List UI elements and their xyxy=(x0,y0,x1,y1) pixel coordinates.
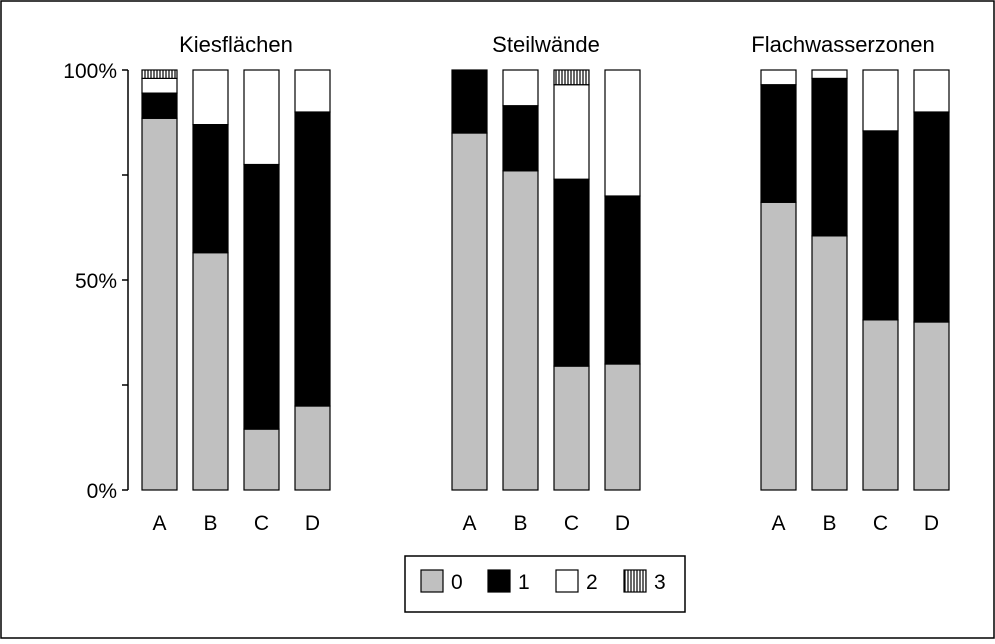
legend-swatch-0 xyxy=(420,569,444,593)
legend-label-0: 0 xyxy=(451,571,463,594)
bar-segment-g1-A-s1 xyxy=(451,69,488,134)
bar-segment-g2-D-s0 xyxy=(913,321,950,491)
bar-segment-g1-D-s0 xyxy=(604,363,641,491)
bar-segment-g0-C-s1 xyxy=(243,163,280,430)
bar-segment-g1-D-s1 xyxy=(604,195,641,365)
x-tick-label-g1-D: D xyxy=(615,512,630,535)
bar-segment-g2-A-s2 xyxy=(760,69,797,86)
bar-segment-g1-D-s2 xyxy=(604,69,641,197)
x-tick-label-g0-D: D xyxy=(305,512,320,535)
bar-segment-g2-D-s1 xyxy=(913,111,950,323)
bar-segment-g2-A-s1 xyxy=(760,84,797,203)
bar-segment-g1-B-s1 xyxy=(502,105,539,172)
legend-swatch-1 xyxy=(487,569,511,593)
bar-segment-g1-C-s0 xyxy=(553,365,590,491)
y-tick-label-0: 0% xyxy=(87,480,117,503)
legend-label-2: 2 xyxy=(586,571,598,594)
bar-segment-g0-D-s0 xyxy=(294,405,331,491)
bar-segment-g0-B-s1 xyxy=(192,123,229,254)
bar-segment-g2-B-s2 xyxy=(811,69,848,79)
bar-segment-g0-A-s0 xyxy=(141,117,178,491)
y-tick-label-100: 100% xyxy=(63,60,117,83)
group-title-flachwasserzonen: Flachwasserzonen xyxy=(751,32,934,57)
legend-label-1: 1 xyxy=(518,571,530,594)
bar-segment-g0-D-s1 xyxy=(294,111,331,407)
x-tick-label-g1-A: A xyxy=(462,512,476,535)
legend-label-3: 3 xyxy=(654,571,666,594)
bar-segment-g1-B-s2 xyxy=(502,69,539,107)
bar-segment-g0-C-s2 xyxy=(243,69,280,166)
bars-layer xyxy=(141,69,950,491)
bar-segment-g2-C-s2 xyxy=(862,69,899,132)
x-tick-label-g0-B: B xyxy=(203,512,217,535)
bar-segment-g1-C-s2 xyxy=(553,84,590,180)
legend-swatch-3 xyxy=(623,569,647,593)
bar-segment-g2-C-s1 xyxy=(862,130,899,321)
legend-swatch-2 xyxy=(555,569,579,593)
legend-items: 0 1 2 3 xyxy=(420,569,666,594)
x-tick-label-g2-A: A xyxy=(771,512,785,535)
group-title-steilwaende: Steilwände xyxy=(492,32,600,57)
legend: 0 1 2 3 xyxy=(404,555,686,613)
bar-segment-g0-A-s2 xyxy=(141,77,178,94)
bar-segment-g2-D-s2 xyxy=(913,69,950,113)
x-tick-label-g2-C: C xyxy=(873,512,888,535)
x-tick-label-g2-D: D xyxy=(924,512,939,535)
bar-segment-g1-B-s0 xyxy=(502,170,539,491)
bar-segment-g0-A-s3 xyxy=(141,69,178,79)
bar-segment-g0-B-s0 xyxy=(192,252,229,491)
y-tick-label-50: 50% xyxy=(75,270,117,293)
bar-segment-g0-C-s0 xyxy=(243,428,280,491)
bar-segment-g1-A-s0 xyxy=(451,132,488,491)
bar-segment-g2-A-s0 xyxy=(760,201,797,491)
bar-segment-g2-B-s0 xyxy=(811,235,848,491)
bar-segment-g0-B-s2 xyxy=(192,69,229,126)
group-title-kiesflaechen: Kiesflächen xyxy=(179,32,293,57)
x-tick-label-g2-B: B xyxy=(822,512,836,535)
x-tick-label-g1-C: C xyxy=(564,512,579,535)
x-tick-label-g1-B: B xyxy=(513,512,527,535)
bar-segment-g1-C-s3 xyxy=(553,69,590,86)
bar-segment-g2-C-s0 xyxy=(862,319,899,491)
bar-segment-g0-A-s1 xyxy=(141,92,178,119)
bar-segment-g2-B-s1 xyxy=(811,77,848,237)
bar-segment-g0-D-s2 xyxy=(294,69,331,113)
bar-segment-g1-C-s1 xyxy=(553,178,590,367)
x-tick-label-g0-C: C xyxy=(254,512,269,535)
x-tick-label-g0-A: A xyxy=(152,512,166,535)
